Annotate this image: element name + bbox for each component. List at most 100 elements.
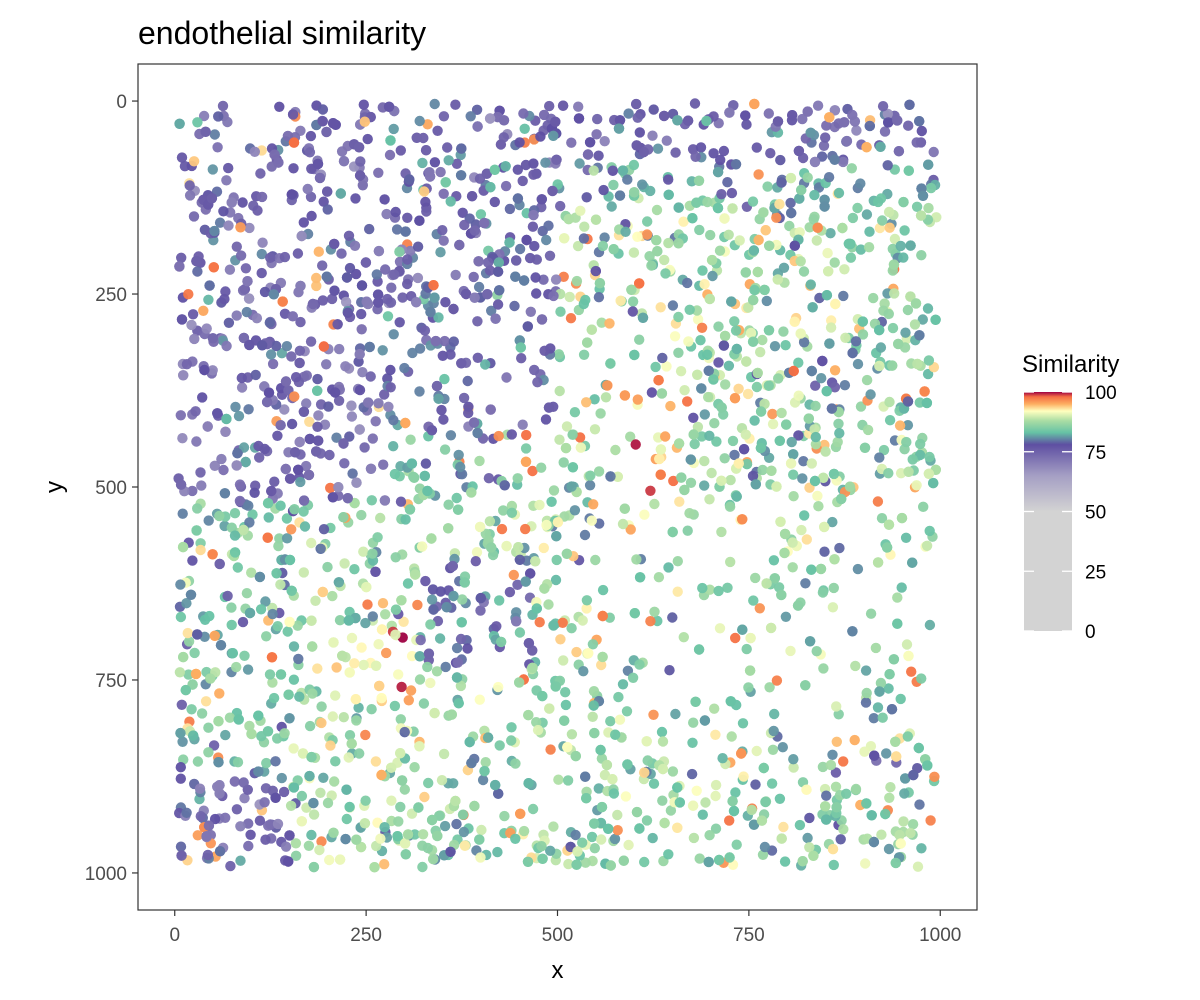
data-point [580,857,591,868]
data-point [883,468,894,479]
data-point [286,418,298,430]
data-point [183,636,195,647]
data-point [785,645,796,657]
data-point [417,157,428,169]
data-point [378,459,389,470]
data-point [346,632,358,644]
data-point [775,154,786,166]
data-point [723,360,735,371]
data-point [209,225,220,237]
data-point [817,587,829,598]
data-point [206,193,218,204]
data-point [480,528,491,539]
data-point [399,362,410,374]
data-point [771,212,782,223]
data-point [394,317,405,328]
data-point [780,340,791,351]
data-point [905,240,916,251]
data-point [202,849,214,861]
data-point [292,620,303,631]
data-point [663,849,674,860]
data-point [831,701,842,712]
data-point [356,308,367,320]
data-point [360,617,371,629]
data-point [829,365,841,376]
data-point [779,547,790,559]
data-point [768,555,780,566]
data-point [198,110,210,122]
data-point [343,615,354,626]
data-point [751,745,762,757]
data-point [475,209,487,220]
data-point [805,279,816,290]
data-point [776,177,787,188]
data-point [904,99,915,111]
data-point [657,352,668,364]
data-point [657,763,669,775]
data-point [330,756,341,767]
data-point [731,491,742,502]
data-point [741,643,752,655]
data-point [750,572,761,584]
data-point [594,278,606,289]
data-point [919,386,930,397]
data-point [315,543,326,554]
data-point [188,156,200,167]
data-point [314,172,326,184]
data-point [485,182,496,193]
data-point [868,713,879,724]
y-tick-label: 250 [95,285,127,306]
data-point [295,280,306,292]
data-point [627,672,639,683]
x-tick-label: 1000 [919,925,961,946]
data-point [768,725,779,737]
data-point [911,480,922,491]
data-point [520,523,531,535]
data-point [438,111,450,122]
data-point [186,319,197,331]
data-point [620,791,632,802]
data-point [551,531,562,542]
data-point [595,744,606,756]
data-point [407,347,418,359]
data-point [395,748,406,759]
data-point [634,823,645,834]
data-point [334,854,346,865]
data-point [379,194,390,205]
data-point [506,429,517,440]
data-point [244,339,255,351]
data-point [787,537,798,548]
data-point [326,293,338,305]
data-point [875,141,886,152]
data-point [632,394,643,405]
data-point [490,779,501,791]
data-point [731,343,742,355]
data-point [288,674,300,685]
data-point [219,488,231,499]
data-point [281,533,293,544]
data-point [289,391,300,402]
data-point [824,338,835,349]
data-point [860,858,871,869]
data-point [578,349,590,360]
data-point [823,266,834,277]
data-point [580,771,591,782]
data-point [510,833,521,844]
data-point [723,229,734,240]
data-point [900,327,911,338]
data-point [181,807,192,818]
data-points [173,98,942,873]
data-point [892,592,903,603]
data-point [242,664,254,675]
data-point [749,284,760,296]
data-point [892,618,903,629]
data-point [304,433,315,445]
data-point [358,659,369,671]
data-point [806,458,817,469]
data-point [672,586,683,597]
data-point [660,268,671,279]
data-point [234,495,246,507]
data-point [420,145,432,156]
data-point [546,496,557,507]
data-point [208,740,220,751]
